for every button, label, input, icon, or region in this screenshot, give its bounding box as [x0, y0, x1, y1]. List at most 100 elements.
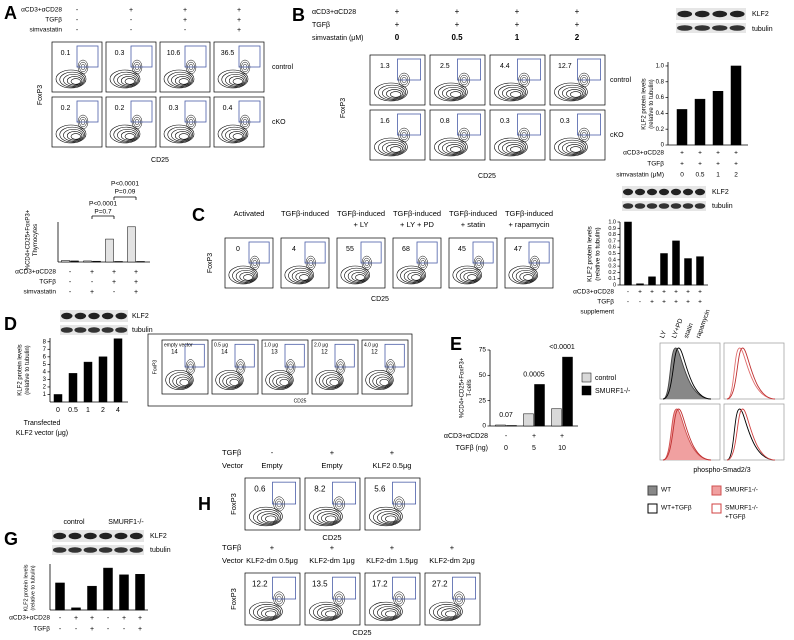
panel-letter: B: [292, 5, 305, 25]
bar: [83, 361, 93, 403]
gate: [392, 481, 417, 505]
band: [682, 203, 694, 209]
gate: [284, 343, 305, 368]
gate-value: 8.2: [314, 485, 326, 494]
sign: +: [575, 7, 580, 16]
contour: [59, 126, 85, 143]
band: [670, 188, 682, 196]
panel-letter: E: [450, 334, 462, 354]
sign: +: [515, 7, 520, 16]
contour: [66, 76, 83, 86]
label: αCD3+αCD28: [21, 7, 62, 14]
contour: [562, 141, 585, 155]
contour: [113, 126, 139, 143]
contour: [512, 267, 537, 284]
contour: [390, 146, 402, 153]
band: [129, 532, 143, 540]
band: [670, 203, 682, 209]
y-tick-label: 0.5: [608, 251, 616, 257]
sign: +: [237, 7, 241, 14]
label: TGFβ: [647, 161, 664, 168]
label: Vector: [222, 461, 244, 470]
p-value: <0.0001: [549, 344, 575, 351]
contour: [276, 376, 291, 387]
bar: [676, 109, 688, 146]
sign: 0: [395, 33, 400, 42]
vector-label: KLF2-dm 1μg: [309, 556, 355, 565]
gate: [272, 576, 297, 600]
sign: +: [698, 150, 702, 157]
contour: [434, 82, 468, 102]
label: CD25: [322, 533, 341, 542]
contour: [165, 369, 194, 390]
contour: [373, 604, 402, 621]
y-tick-label: 0: [613, 282, 616, 288]
gate-value: 0.6: [254, 485, 266, 494]
bar: [648, 276, 656, 286]
band: [98, 547, 113, 553]
contour: [228, 265, 258, 285]
label: tubulin: [132, 327, 153, 334]
gate: [238, 45, 261, 68]
band: [694, 25, 710, 31]
gate-value: 0.1: [61, 50, 71, 57]
label: KLF2: [132, 313, 149, 320]
contour: [441, 608, 458, 619]
gate: [304, 241, 326, 264]
gate-value: 13.5: [312, 580, 328, 589]
contour: [437, 606, 460, 620]
gate: [577, 58, 602, 81]
contour: [450, 146, 462, 153]
bar: [523, 413, 534, 427]
y-tick-label: 0.9: [608, 226, 616, 232]
band: [68, 532, 82, 540]
contour: [124, 78, 135, 85]
contour: [390, 91, 402, 98]
contour: [313, 509, 342, 526]
gate: [397, 113, 422, 136]
sign: 0: [504, 445, 508, 452]
y-tick-label: 1.0: [608, 219, 616, 225]
y-tick-label: 0: [661, 143, 665, 149]
gate: [272, 481, 297, 505]
band: [682, 188, 694, 196]
contour: [63, 73, 84, 87]
contour: [225, 73, 246, 87]
legend-label: SMURF1-/-: [725, 505, 758, 512]
gate: [332, 576, 357, 600]
sign: 0: [680, 172, 684, 179]
vector-label: Empty: [321, 461, 343, 470]
contour: [438, 84, 467, 101]
contour: [442, 86, 465, 100]
legend-swatch: [581, 372, 592, 383]
contour: [506, 89, 523, 99]
contour: [317, 511, 340, 525]
bar: [61, 260, 70, 263]
contour: [446, 144, 463, 154]
gate: [360, 241, 382, 264]
sign: +: [74, 615, 78, 622]
bar: [624, 221, 632, 286]
sign: -: [123, 626, 126, 633]
gate-value: 4.4: [500, 63, 510, 70]
sign: -: [59, 615, 62, 622]
contour: [167, 126, 193, 143]
label: SMURF1-/-: [108, 519, 144, 526]
y-tick-label: 0.3: [608, 264, 616, 270]
sign: +: [90, 289, 94, 296]
gate: [517, 113, 542, 136]
contour: [450, 91, 462, 98]
gate: [472, 241, 494, 264]
blot-bg: [52, 545, 144, 555]
bar: [696, 256, 704, 286]
panel-letter: C: [192, 205, 205, 225]
contour: [232, 267, 257, 284]
gate-value: 4: [292, 246, 296, 253]
band: [129, 547, 144, 553]
contour: [291, 269, 312, 283]
gate-value: 5.6: [374, 485, 386, 494]
y-tick-label: 0.8: [656, 79, 665, 85]
contour: [221, 126, 247, 143]
contour: [229, 378, 239, 386]
sign: 0.5: [695, 172, 704, 179]
